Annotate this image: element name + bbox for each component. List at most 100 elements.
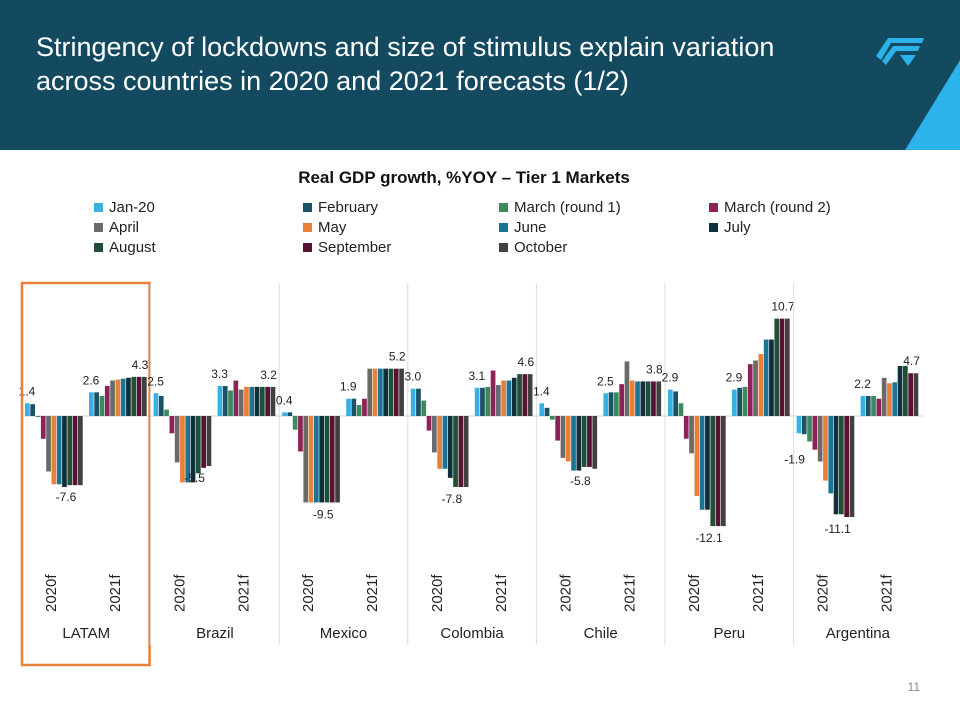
bar-peru-2020f	[694, 416, 700, 497]
bar-colombia-2021f	[527, 374, 533, 416]
data-label: 4.7	[903, 354, 920, 368]
bar-mexico-2021f	[399, 368, 404, 416]
chart-title: Real GDP growth, %YOY – Tier 1 Markets	[298, 168, 630, 187]
bar-mexico-2020f	[282, 412, 287, 416]
bar-chile-2021f	[624, 361, 630, 416]
bar-chile-2021f	[603, 393, 609, 416]
data-label: 2.5	[597, 374, 614, 388]
bar-argentina-2020f	[823, 416, 828, 481]
bar-colombia-2020f	[432, 416, 437, 453]
legend-label: October	[514, 239, 568, 256]
bar-peru-2021f	[774, 318, 780, 416]
bar-chile-2020f	[581, 416, 587, 467]
bar-mexico-2020f	[314, 416, 319, 503]
category-label: Mexico	[320, 625, 368, 642]
bar-latam-2021f	[110, 380, 115, 416]
bar-peru-2020f	[689, 416, 694, 454]
bar-latam-2020f	[30, 404, 35, 416]
legend-item: June	[499, 218, 709, 237]
bar-chile-2020f	[571, 416, 576, 471]
bar-chile-2020f	[550, 416, 555, 420]
bar-brazil-2020f	[158, 395, 164, 416]
legend-label: April	[109, 219, 140, 236]
bar-argentina-2020f	[812, 416, 818, 450]
bar-colombia-2021f	[501, 380, 506, 416]
bar-argentina-2021f	[908, 373, 913, 416]
bar-chile-2020f	[592, 416, 598, 469]
bar-latam-2021f	[120, 378, 126, 416]
data-label: 2.9	[726, 371, 743, 385]
legend-swatch	[709, 203, 718, 212]
bar-peru-2021f	[737, 387, 742, 416]
bar-mexico-2021f	[372, 368, 378, 416]
bar-peru-2021f	[763, 339, 769, 416]
bar-mexico-2021f	[393, 368, 399, 416]
bar-latam-2021f	[126, 377, 131, 416]
legend-item: September	[303, 238, 499, 257]
x-tick-label: 2021f	[236, 574, 253, 612]
data-label: -5.5	[184, 471, 205, 485]
bar-colombia-2020f	[442, 416, 448, 469]
bar-brazil-2021f	[260, 386, 265, 416]
legend-label: March (round 2)	[724, 199, 831, 216]
bar-chile-2021f	[629, 380, 635, 416]
bar-peru-2020f	[683, 416, 689, 439]
company-logo-icon	[876, 38, 924, 66]
header-banner: Stringency of lockdowns and size of stim…	[0, 0, 960, 150]
bar-latam-2021f	[142, 376, 147, 416]
bar-argentina-2021f	[913, 373, 919, 416]
category-label: Chile	[584, 625, 618, 642]
bar-chile-2020f	[576, 416, 582, 471]
bar-colombia-2020f	[458, 416, 464, 487]
legend-item: May	[303, 218, 499, 237]
legend-label: February	[318, 199, 379, 216]
bar-brazil-2020f	[185, 416, 191, 483]
legend-swatch	[499, 243, 508, 252]
bar-colombia-2021f	[485, 386, 491, 416]
bar-chile-2021f	[619, 384, 624, 416]
legend-item: October	[499, 238, 709, 257]
bar-colombia-2020f	[410, 388, 416, 416]
bar-mexico-2021f	[367, 368, 373, 416]
page-title: Stringency of lockdowns and size of stim…	[36, 32, 775, 96]
data-label: 0.4	[276, 393, 293, 407]
data-label: -7.6	[56, 490, 77, 504]
x-tick-label: 2020f	[43, 574, 60, 612]
legend-label: Jan-20	[109, 199, 155, 216]
bar-chile-2020f	[544, 407, 550, 416]
data-label: 3.0	[404, 370, 421, 384]
bar-brazil-2021f	[222, 385, 228, 416]
bar-mexico-2021f	[388, 368, 394, 416]
bar-brazil-2021f	[228, 390, 233, 416]
bar-brazil-2020f	[201, 416, 206, 468]
x-tick-label: 2020f	[300, 574, 317, 612]
bar-brazil-2020f	[180, 416, 185, 483]
data-label: 4.3	[132, 358, 149, 372]
bar-peru-2020f	[673, 391, 678, 416]
bar-argentina-2021f	[865, 395, 871, 416]
bar-colombia-2020f	[447, 416, 453, 478]
bar-mexico-2020f	[303, 416, 309, 503]
data-label: -5.8	[570, 474, 591, 488]
bar-argentina-2020f	[807, 416, 812, 442]
bar-argentina-2020f	[849, 416, 855, 518]
bar-mexico-2020f	[335, 416, 340, 503]
bar-latam-2020f	[40, 416, 46, 439]
bar-argentina-2020f	[844, 416, 849, 518]
header-decoration	[897, 47, 960, 150]
bar-colombia-2021f	[480, 387, 485, 416]
bar-mexico-2021f	[383, 368, 388, 416]
data-label: 2.9	[662, 371, 679, 385]
legend-item: April	[94, 218, 303, 237]
category-label: Peru	[713, 625, 745, 642]
bar-argentina-2021f	[871, 395, 876, 416]
bar-latam-2021f	[131, 376, 137, 416]
data-label: 1.4	[533, 384, 550, 398]
bar-mexico-2020f	[287, 412, 293, 416]
legend-item: August	[94, 238, 303, 257]
data-label: 2.2	[854, 377, 871, 391]
bar-latam-2020f	[25, 403, 30, 416]
x-tick-label: 2021f	[107, 574, 124, 612]
bar-latam-2020f	[62, 416, 67, 487]
data-label: 5.2	[389, 350, 406, 364]
